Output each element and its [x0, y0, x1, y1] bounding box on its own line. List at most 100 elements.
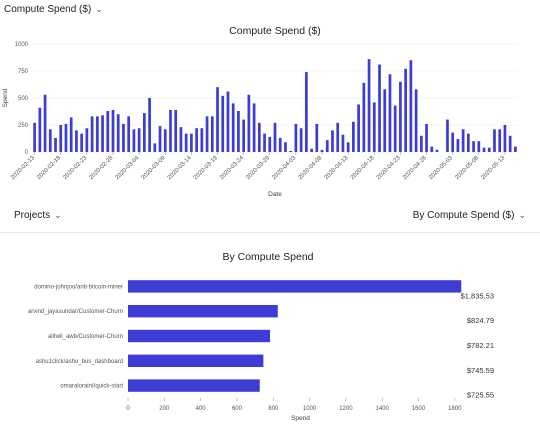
x-tick-label: 600 — [232, 406, 243, 412]
bar — [90, 116, 94, 152]
bar — [128, 379, 260, 392]
projects-dropdown-label: Projects — [14, 210, 51, 221]
chart-title: By Compute Spend — [222, 251, 313, 263]
bar — [242, 119, 246, 152]
bar — [128, 329, 271, 343]
by-compute-spend-chart: By Compute Spend domino-johnjoo/anti-bitc… — [28, 251, 494, 422]
bar — [132, 129, 136, 152]
bar — [137, 128, 141, 152]
bar — [514, 146, 517, 152]
bar — [508, 135, 512, 152]
bar — [378, 64, 381, 152]
y-tick-label: 250 — [18, 123, 29, 129]
bar — [190, 133, 193, 152]
bar — [325, 140, 329, 152]
bar — [341, 134, 345, 152]
bar — [393, 105, 397, 152]
bar — [263, 133, 266, 152]
bar — [336, 122, 340, 152]
value-label: $745.59 — [467, 366, 494, 375]
bar — [357, 104, 360, 152]
value-label: $1,835.53 — [461, 291, 494, 300]
y-axis-label: Spend — [2, 88, 9, 107]
bar — [409, 60, 413, 153]
bar — [367, 59, 371, 153]
bar — [268, 136, 272, 152]
bar — [95, 116, 99, 152]
x-tick-label: 2020-02-13 — [10, 155, 36, 181]
bar — [38, 107, 42, 152]
chevron-down-icon: ⌄ — [518, 210, 526, 220]
x-tick-label: 2020-04-18 — [350, 155, 376, 181]
x-tick-label: 2020-02-23 — [62, 155, 88, 181]
bar — [59, 125, 63, 152]
x-tick-label: 2020-03-19 — [193, 155, 219, 181]
bar — [315, 123, 319, 152]
bar — [85, 128, 89, 152]
bar — [127, 116, 131, 152]
bar — [54, 137, 57, 152]
x-tick-label: 2020-03-04 — [115, 155, 141, 181]
x-tick-label: 400 — [196, 406, 207, 412]
bar — [425, 123, 428, 152]
bar — [116, 114, 120, 152]
bar — [216, 87, 219, 152]
metric-dropdown-top[interactable]: Compute Spend ($) ⌄ — [4, 4, 103, 15]
value-label: $824.79 — [467, 316, 494, 325]
bar — [43, 94, 47, 152]
x-tick-label: 2020-03-14 — [167, 155, 193, 181]
bar — [477, 141, 481, 152]
bar — [482, 147, 486, 152]
bar — [48, 129, 52, 152]
bar — [80, 133, 84, 152]
x-tick-label: 2020-04-23 — [376, 155, 402, 181]
x-tick-label: 1800 — [448, 406, 462, 412]
bar — [205, 116, 209, 152]
bar — [226, 91, 230, 152]
bar — [128, 305, 278, 318]
bar — [257, 122, 261, 152]
bar — [456, 139, 460, 152]
x-tick-label: 2020-03-09 — [141, 155, 167, 181]
x-tick-label: 200 — [159, 406, 170, 412]
y-tick-label: 500 — [18, 96, 29, 102]
bar — [142, 113, 146, 152]
bar — [472, 141, 475, 152]
category-label: domino-johnjoo/anti-bitcoin-miner — [34, 284, 123, 290]
bar — [106, 110, 110, 152]
bar — [128, 354, 264, 367]
group-by-dropdown-label: By Compute Spend ($) — [412, 210, 515, 221]
x-tick-label: 2020-04-13 — [324, 155, 350, 181]
y-tick-label: 750 — [18, 69, 29, 75]
bar — [388, 74, 392, 152]
x-axis-label: Spend — [291, 415, 310, 422]
x-tick-label: 1200 — [339, 406, 353, 412]
bar — [320, 149, 324, 152]
x-tick-label: 1400 — [376, 406, 390, 412]
x-tick-label: 2020-05-08 — [454, 155, 480, 181]
bar — [247, 94, 251, 152]
category-label: ashu1click/ashu_bus_dashboard — [36, 359, 123, 365]
x-tick-label: 2020-02-28 — [88, 155, 114, 181]
projects-dropdown[interactable]: Projects ⌄ — [14, 210, 62, 221]
bar — [174, 109, 178, 152]
bar — [399, 81, 402, 152]
bar — [33, 122, 36, 152]
x-tick-label: 2020-03-29 — [245, 155, 271, 181]
x-tick-label: 2020-04-03 — [271, 155, 297, 181]
bar — [304, 72, 308, 152]
group-by-dropdown[interactable]: By Compute Spend ($) ⌄ — [413, 210, 526, 221]
bar — [75, 130, 78, 152]
bar — [221, 95, 225, 152]
category-label: alitwil_awb/Customer-Churn — [48, 334, 123, 340]
value-label: $725.55 — [467, 391, 494, 400]
y-tick-label: 0 — [25, 150, 29, 156]
bar — [487, 147, 491, 152]
compute-spend-chart: Compute Spend ($) 0 250 500 750 1000 2020-02-1… — [2, 25, 518, 198]
bar — [362, 82, 366, 152]
bar — [498, 129, 502, 152]
bar — [451, 132, 455, 152]
bar — [414, 89, 418, 152]
bar — [153, 143, 157, 152]
bar — [404, 68, 408, 152]
